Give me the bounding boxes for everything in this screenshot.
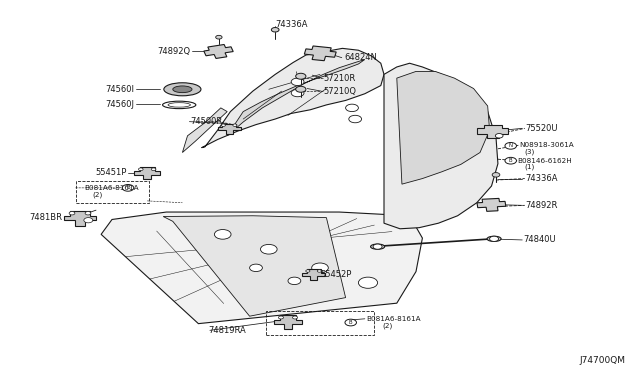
Polygon shape (202, 48, 384, 148)
Text: 75520U: 75520U (525, 124, 557, 133)
Circle shape (312, 263, 328, 273)
Circle shape (291, 78, 304, 86)
Text: 74819RA: 74819RA (208, 326, 246, 335)
Polygon shape (227, 60, 365, 136)
Polygon shape (101, 212, 422, 324)
Text: N08918-3061A: N08918-3061A (520, 142, 575, 148)
Text: 55452P: 55452P (320, 270, 351, 279)
Polygon shape (134, 167, 160, 179)
Circle shape (151, 168, 156, 171)
Polygon shape (397, 71, 490, 184)
Circle shape (358, 277, 378, 288)
Circle shape (505, 142, 516, 149)
Circle shape (250, 264, 262, 272)
Circle shape (373, 244, 382, 249)
Text: 74560J: 74560J (106, 100, 134, 109)
Circle shape (492, 173, 500, 177)
Circle shape (291, 89, 304, 97)
Circle shape (345, 319, 356, 326)
Text: 7481BR: 7481BR (29, 213, 63, 222)
Text: 74336A: 74336A (525, 174, 557, 183)
Circle shape (495, 134, 503, 138)
Text: 55451P: 55451P (95, 169, 127, 177)
Ellipse shape (163, 101, 196, 109)
Bar (76, 181, 149, 203)
Text: 74840U: 74840U (524, 235, 556, 244)
Bar (266, 311, 374, 335)
Circle shape (233, 124, 237, 126)
Ellipse shape (371, 244, 385, 249)
Text: (2): (2) (93, 191, 103, 198)
Circle shape (490, 236, 499, 241)
Circle shape (69, 212, 75, 215)
Text: (2): (2) (383, 322, 393, 329)
Circle shape (278, 316, 284, 319)
Circle shape (271, 28, 279, 32)
Polygon shape (204, 45, 233, 58)
Circle shape (349, 115, 362, 123)
Polygon shape (163, 216, 346, 316)
Text: N: N (509, 143, 513, 148)
Text: 74500R: 74500R (191, 117, 223, 126)
Text: B: B (126, 185, 130, 190)
Polygon shape (64, 211, 96, 226)
Circle shape (346, 104, 358, 112)
Polygon shape (384, 63, 498, 229)
Circle shape (292, 316, 298, 319)
Text: B: B (509, 158, 513, 163)
Circle shape (138, 168, 143, 171)
Text: (3): (3) (525, 148, 535, 155)
Ellipse shape (168, 103, 191, 107)
Text: B081A6-8161A: B081A6-8161A (84, 185, 139, 191)
Text: 74336A: 74336A (275, 20, 308, 29)
Text: 57210Q: 57210Q (323, 87, 356, 96)
Circle shape (317, 270, 321, 272)
Polygon shape (477, 125, 508, 138)
Polygon shape (218, 124, 241, 134)
Text: B08146-6162H: B08146-6162H (517, 158, 572, 164)
Circle shape (296, 73, 306, 79)
Polygon shape (305, 46, 336, 61)
Circle shape (306, 270, 310, 272)
Ellipse shape (487, 236, 501, 241)
Polygon shape (274, 315, 302, 328)
Polygon shape (302, 269, 325, 280)
Polygon shape (182, 108, 227, 153)
Text: 74892R: 74892R (525, 201, 557, 210)
Circle shape (85, 212, 91, 215)
Text: 74560I: 74560I (106, 85, 134, 94)
Circle shape (214, 230, 231, 239)
Text: 57210R: 57210R (323, 74, 355, 83)
Circle shape (216, 35, 222, 39)
Circle shape (296, 86, 306, 92)
Ellipse shape (164, 83, 201, 96)
Text: 64824N: 64824N (344, 53, 377, 62)
Circle shape (505, 157, 516, 164)
Text: 74892Q: 74892Q (157, 47, 191, 56)
Ellipse shape (173, 86, 192, 93)
Text: (1): (1) (525, 164, 535, 170)
Circle shape (288, 277, 301, 285)
Circle shape (260, 244, 277, 254)
Circle shape (221, 124, 225, 126)
Text: B: B (349, 320, 353, 325)
Text: J74700QM: J74700QM (580, 356, 626, 365)
Circle shape (122, 185, 134, 191)
Polygon shape (477, 198, 506, 211)
Text: B081A6-8161A: B081A6-8161A (366, 316, 420, 322)
Circle shape (84, 218, 93, 223)
